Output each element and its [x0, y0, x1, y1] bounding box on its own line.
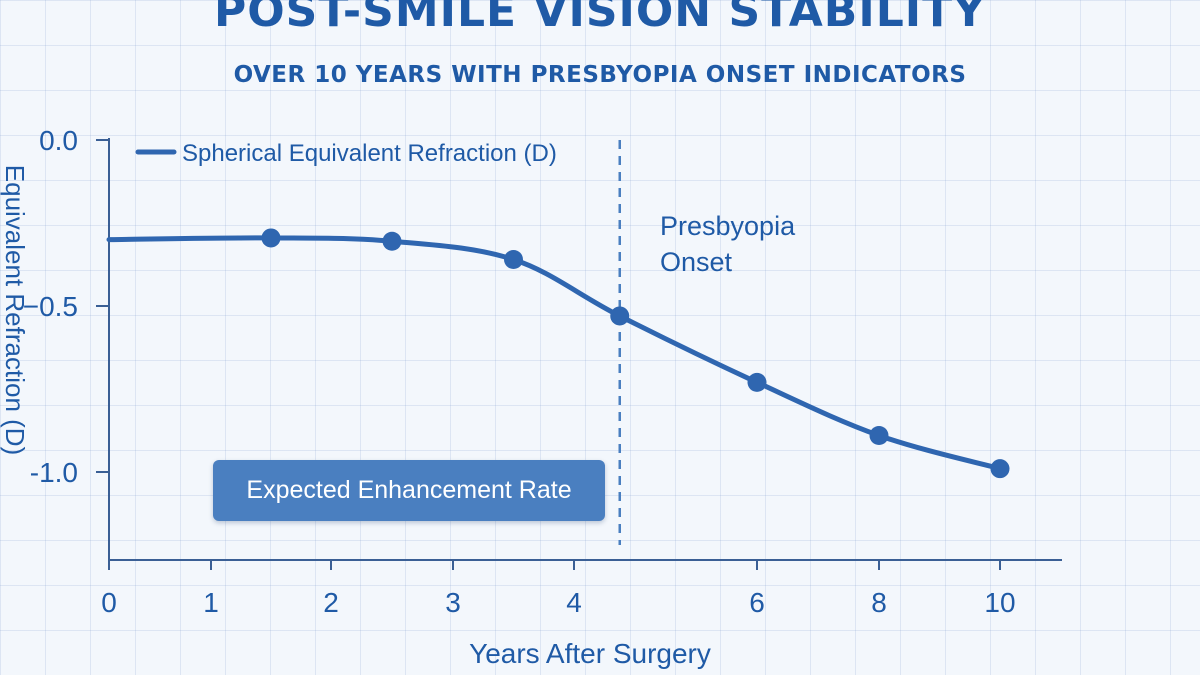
y-tick-label: −0.5 — [23, 291, 78, 322]
chart-title: POST-SMILE VISION STABILITY — [214, 0, 986, 37]
data-point — [869, 425, 889, 445]
data-point — [504, 250, 523, 270]
presbyopia-label-line1: Presbyopia — [660, 211, 796, 241]
expected-enhancement-rate-box: Expected Enhancement Rate — [213, 460, 605, 521]
data-point — [610, 306, 630, 326]
x-tick-label: 0 — [101, 587, 117, 618]
x-tick-label: 6 — [749, 587, 765, 618]
x-tick-label: 4 — [566, 587, 582, 618]
x-tick-label: 10 — [984, 587, 1015, 618]
x-tick-label: 2 — [323, 587, 339, 618]
y-axis-label: Equivalent Refraction (D) — [0, 165, 30, 455]
y-tick-label: 0.0 — [39, 125, 78, 156]
y-tick-label: -1.0 — [30, 457, 78, 488]
axis-ticks: 0 1 2 3 4 6 8 10 0.0 −0.5 -1.0 — [23, 125, 1016, 618]
expected-enhancement-rate-label: Expected Enhancement Rate — [246, 476, 572, 504]
x-tick-label: 8 — [871, 587, 887, 618]
legend-label: Spherical Equivalent Refraction (D) — [182, 140, 557, 167]
data-point — [990, 459, 1010, 479]
x-tick-label: 3 — [445, 587, 461, 618]
presbyopia-label-line2: Onset — [660, 247, 733, 277]
x-axis-label: Years After Surgery — [469, 638, 711, 669]
data-point — [382, 231, 402, 251]
series-spherical-equivalent — [106, 228, 1010, 479]
data-point — [261, 228, 281, 248]
data-point — [747, 372, 767, 392]
series-line — [106, 235, 1003, 472]
x-tick-label: 1 — [203, 587, 219, 618]
chart-subtitle: OVER 10 YEARS WITH PRESBYOPIA ONSET INDI… — [233, 62, 967, 88]
